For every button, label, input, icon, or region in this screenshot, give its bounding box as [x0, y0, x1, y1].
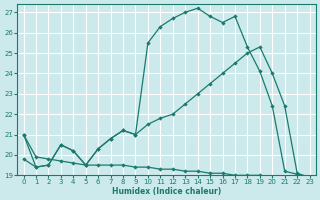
X-axis label: Humidex (Indice chaleur): Humidex (Indice chaleur)	[112, 187, 221, 196]
